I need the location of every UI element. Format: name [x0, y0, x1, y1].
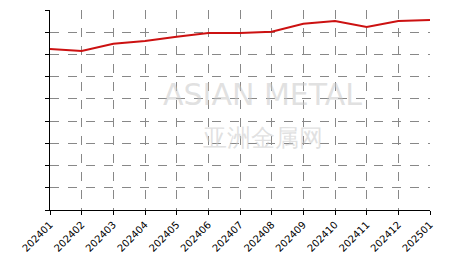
svg-text:亚洲金属网: 亚洲金属网 — [203, 124, 323, 152]
svg-text:202402: 202402 — [52, 219, 87, 254]
svg-text:202407: 202407 — [210, 219, 245, 254]
svg-text:202408: 202408 — [242, 219, 277, 254]
svg-text:202501: 202501 — [400, 219, 435, 254]
svg-text:202412: 202412 — [368, 219, 403, 254]
svg-text:202404: 202404 — [115, 219, 150, 254]
svg-text:ASIAN METAL: ASIAN METAL — [163, 77, 362, 112]
svg-text:202405: 202405 — [147, 219, 182, 254]
svg-text:202406: 202406 — [178, 219, 213, 254]
svg-text:202403: 202403 — [83, 219, 118, 254]
svg-text:202401: 202401 — [20, 219, 55, 254]
svg-text:202411: 202411 — [337, 219, 372, 254]
svg-text:202410: 202410 — [305, 219, 340, 254]
svg-text:202409: 202409 — [273, 219, 308, 254]
